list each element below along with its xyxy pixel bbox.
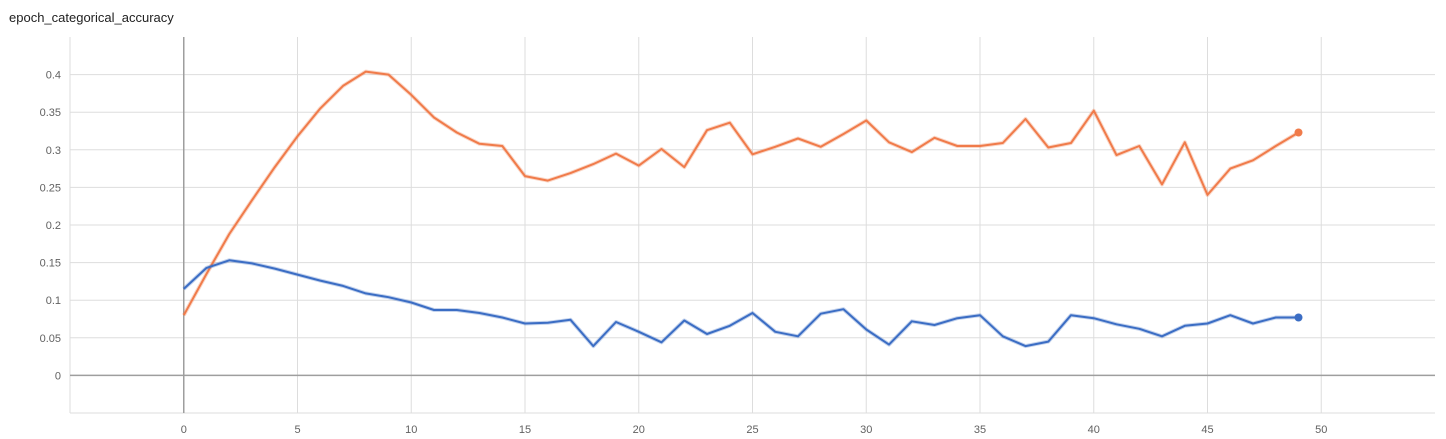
x-tick-label: 25	[746, 424, 758, 436]
y-tick-label: 0.25	[40, 182, 61, 194]
series-0-line	[182, 70, 1300, 316]
y-tick-label: 0.15	[40, 258, 61, 270]
series-0-shadow	[182, 69, 1300, 317]
y-tick-label: 0.05	[40, 333, 61, 345]
x-tick-label: 30	[860, 424, 872, 436]
x-tick-label: 10	[405, 424, 417, 436]
chart-title: epoch_categorical_accuracy	[9, 10, 174, 25]
y-tick-label: 0.4	[46, 70, 61, 82]
x-tick-label: 20	[633, 424, 645, 436]
y-tick-label: 0.35	[40, 107, 61, 119]
y-axis-ticks: 0 0.05 0.1 0.15 0.2 0.25 0.3 0.35 0.4	[40, 70, 61, 383]
x-tick-label: 35	[974, 424, 986, 436]
y-tick-label: 0.3	[46, 145, 61, 157]
x-tick-label: 0	[181, 424, 187, 436]
y-tick-label: 0	[55, 370, 61, 382]
series-1-line	[183, 259, 1299, 348]
series-1-end-point	[1294, 313, 1303, 322]
x-tick-label: 40	[1088, 424, 1100, 436]
y-tick-label: 0.2	[46, 220, 61, 232]
x-tick-label: 5	[294, 424, 300, 436]
grid-lines	[69, 37, 1435, 414]
series-lines	[182, 69, 1303, 349]
x-axis-ticks: 0 5 10 15 20 25 30 35 40 45 50	[181, 424, 1328, 436]
axes	[70, 37, 1435, 413]
series-0-end-point	[1294, 128, 1303, 137]
x-tick-label: 50	[1315, 424, 1327, 436]
x-tick-label: 45	[1201, 424, 1213, 436]
series-1-shadow	[182, 258, 1299, 349]
y-tick-label: 0.1	[46, 295, 61, 307]
x-tick-label: 15	[519, 424, 531, 436]
